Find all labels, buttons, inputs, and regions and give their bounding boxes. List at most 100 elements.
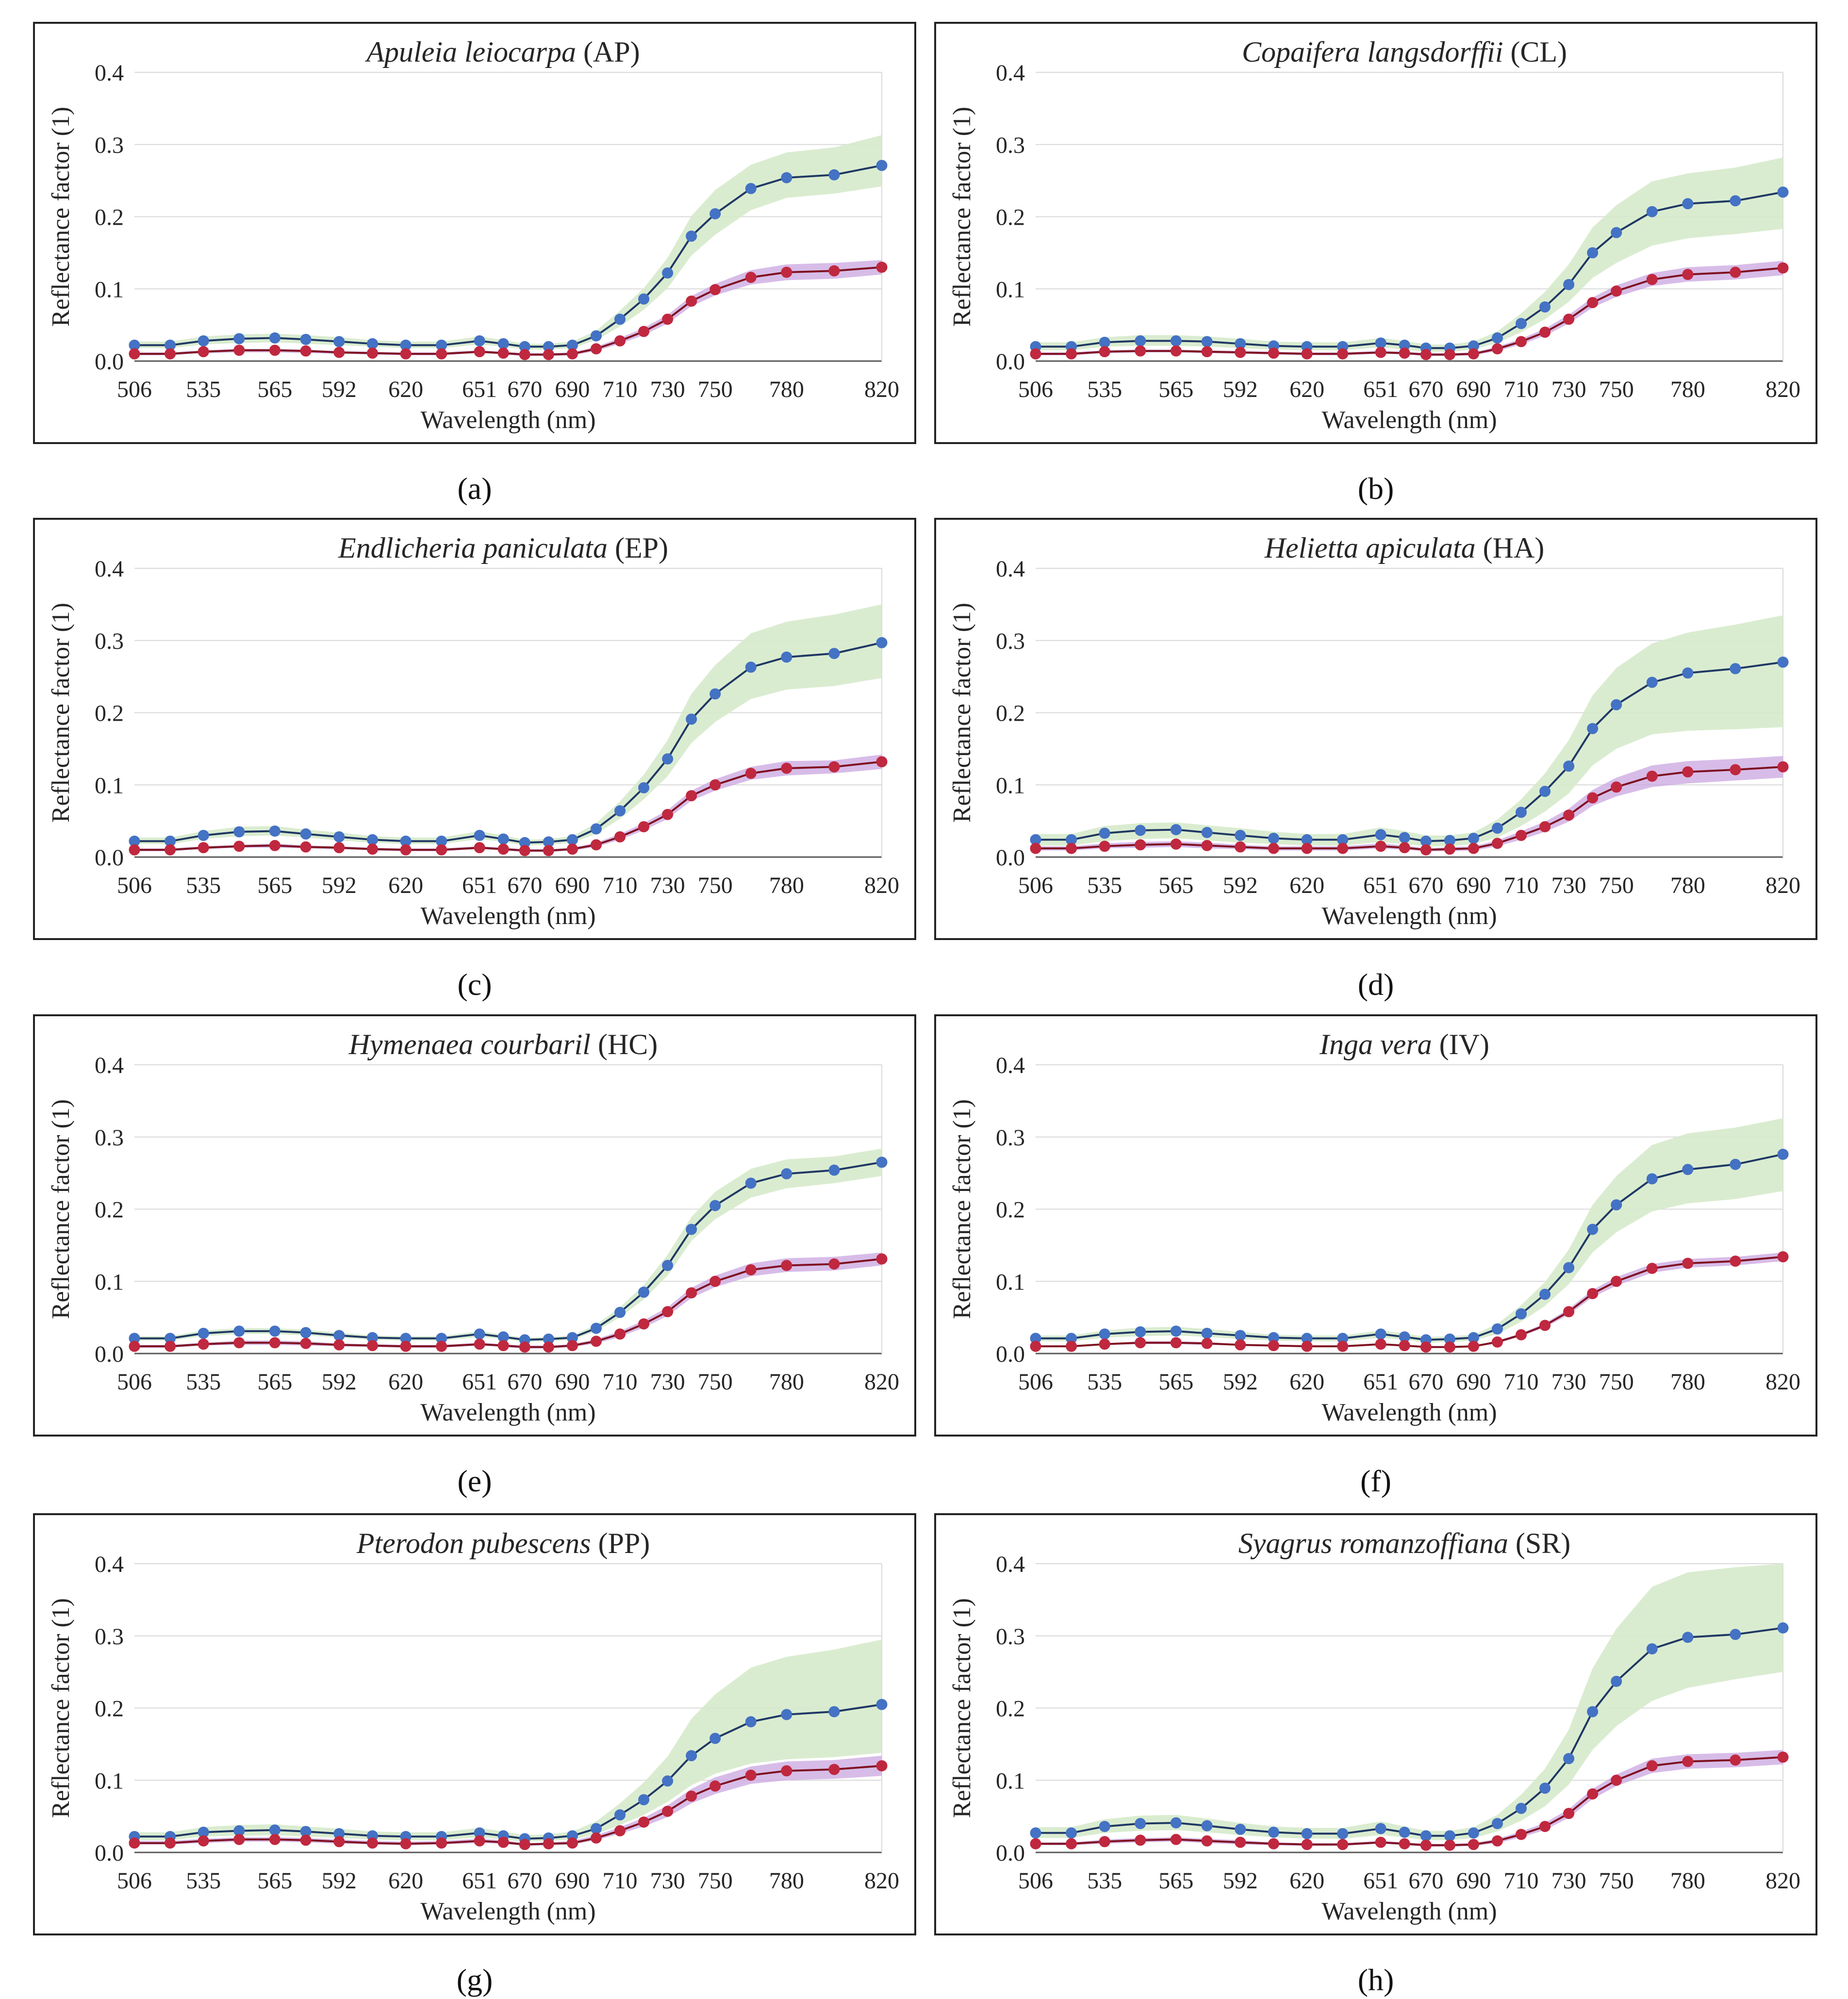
x-tick-label: 730 (650, 1868, 685, 1894)
data-point-lower (269, 1834, 280, 1845)
data-point-lower (1777, 1251, 1789, 1263)
y-tick-label: 0.4 (95, 1552, 124, 1577)
data-point-lower (1170, 1834, 1182, 1845)
data-point-lower (1563, 810, 1575, 821)
x-tick-label: 710 (603, 1868, 638, 1894)
x-tick-label: 780 (1670, 1369, 1705, 1395)
x-tick-label: 670 (507, 1868, 542, 1894)
x-tick-label: 565 (257, 1369, 292, 1395)
data-point-upper (1301, 1828, 1313, 1839)
data-point-upper (1066, 1827, 1077, 1839)
data-point-upper (686, 1223, 697, 1235)
data-point-lower (1135, 1337, 1146, 1349)
x-tick-label: 506 (1018, 1868, 1053, 1894)
x-tick-label: 750 (698, 1868, 733, 1894)
data-point-upper (1201, 826, 1213, 838)
data-point-lower (1682, 1257, 1694, 1269)
data-point-upper (590, 1322, 602, 1334)
data-point-upper (1563, 279, 1575, 290)
data-point-lower (1730, 266, 1741, 278)
data-point-lower (876, 1760, 888, 1771)
data-point-lower (1516, 829, 1527, 841)
x-tick-label: 620 (388, 1369, 423, 1395)
data-point-upper (638, 293, 650, 305)
y-axis-label: Reflectance factor (1) (47, 1099, 75, 1319)
x-tick-label: 710 (1504, 377, 1539, 402)
data-point-lower (662, 1306, 674, 1318)
x-axis-label: Wavelength (nm) (420, 902, 595, 930)
chart-svg: 0.0 0.1 0.2 0.3 0.4 506 535 565 592 620 651 670 690 7… (948, 36, 1800, 434)
x-tick-label: 730 (1551, 1868, 1586, 1894)
chart-title: Pterodon pubescens (PP) (356, 1527, 650, 1559)
data-point-lower (1135, 839, 1146, 851)
y-tick-label: 0.2 (95, 1696, 124, 1722)
x-tick-label: 535 (186, 1868, 221, 1894)
x-tick-label: 592 (322, 873, 357, 898)
data-point-lower (1337, 1839, 1349, 1850)
data-point-lower (662, 314, 674, 325)
data-point-lower (1375, 1338, 1386, 1350)
data-point-upper (1268, 1826, 1279, 1838)
data-point-lower (745, 1264, 757, 1275)
data-point-lower (828, 265, 840, 277)
data-point-upper (1516, 807, 1527, 818)
data-point-lower (745, 1769, 757, 1781)
data-point-upper (1682, 667, 1694, 679)
data-point-lower (1587, 792, 1599, 804)
x-tick-label: 535 (1087, 1369, 1122, 1395)
data-point-upper (662, 1775, 674, 1787)
series-band-upper (134, 604, 882, 846)
series-band-lower (1036, 261, 1783, 356)
series-band-lower (134, 754, 882, 852)
x-tick-label: 780 (1670, 377, 1705, 402)
data-point-lower (566, 1340, 578, 1352)
x-tick-label: 820 (864, 377, 899, 402)
x-tick-label: 820 (1766, 377, 1800, 402)
data-point-lower (1420, 844, 1432, 856)
data-point-lower (198, 1338, 209, 1350)
x-tick-label: 592 (1223, 377, 1258, 402)
x-tick-label: 670 (507, 1369, 542, 1395)
y-axis-label: Reflectance factor (1) (948, 1099, 976, 1319)
data-point-upper (269, 332, 280, 344)
x-tick-label: 620 (388, 1868, 423, 1894)
series-band-upper (134, 135, 882, 350)
data-point-upper (1777, 186, 1789, 198)
data-point-lower (614, 1328, 626, 1340)
y-tick-label: 0.3 (95, 132, 124, 158)
x-tick-label: 820 (864, 1868, 899, 1894)
y-axis-label: Reflectance factor (1) (948, 107, 976, 327)
data-point-lower (638, 1817, 650, 1828)
data-point-upper (366, 338, 378, 349)
x-tick-label: 620 (388, 377, 423, 402)
data-point-lower (1611, 1774, 1622, 1786)
data-point-upper (1563, 1753, 1575, 1765)
x-tick-label: 670 (1408, 377, 1443, 402)
chart-title: Helietta apiculata (HA) (1264, 532, 1545, 564)
y-tick-label: 0.1 (996, 773, 1025, 798)
x-axis-label: Wavelength (nm) (1321, 1898, 1497, 1925)
data-point-lower (876, 756, 888, 768)
chart-panel-3: 0.0 0.1 0.2 0.3 0.4 506 535 565 592 620 651 670 690 7… (33, 518, 916, 940)
data-point-lower (165, 1340, 176, 1352)
data-point-lower (686, 790, 697, 802)
chart-panel-6: 0.0 0.1 0.2 0.3 0.4 506 535 565 592 620 651 670 690 7… (934, 1014, 1817, 1437)
data-point-lower (1563, 1808, 1575, 1819)
chart-panel-5: 0.0 0.1 0.2 0.3 0.4 506 535 565 592 620 651 670 690 7… (33, 1014, 916, 1437)
data-point-upper (1730, 663, 1741, 675)
data-point-upper (1491, 823, 1503, 834)
x-tick-label: 730 (650, 873, 685, 898)
data-point-upper (1375, 337, 1386, 349)
data-point-lower (165, 348, 176, 360)
data-point-upper (1777, 656, 1789, 668)
y-tick-label: 0.3 (95, 1624, 124, 1650)
data-point-upper (1201, 1820, 1213, 1832)
data-point-upper (638, 1794, 650, 1805)
data-point-lower (1730, 1754, 1741, 1766)
chart-panel-4: 0.0 0.1 0.2 0.3 0.4 506 535 565 592 620 651 670 690 7… (934, 518, 1817, 940)
data-point-lower (436, 844, 447, 856)
data-point-upper (474, 829, 485, 841)
x-axis-label: Wavelength (nm) (420, 1898, 595, 1925)
x-tick-label: 592 (322, 1868, 357, 1894)
data-point-upper (781, 1168, 792, 1180)
